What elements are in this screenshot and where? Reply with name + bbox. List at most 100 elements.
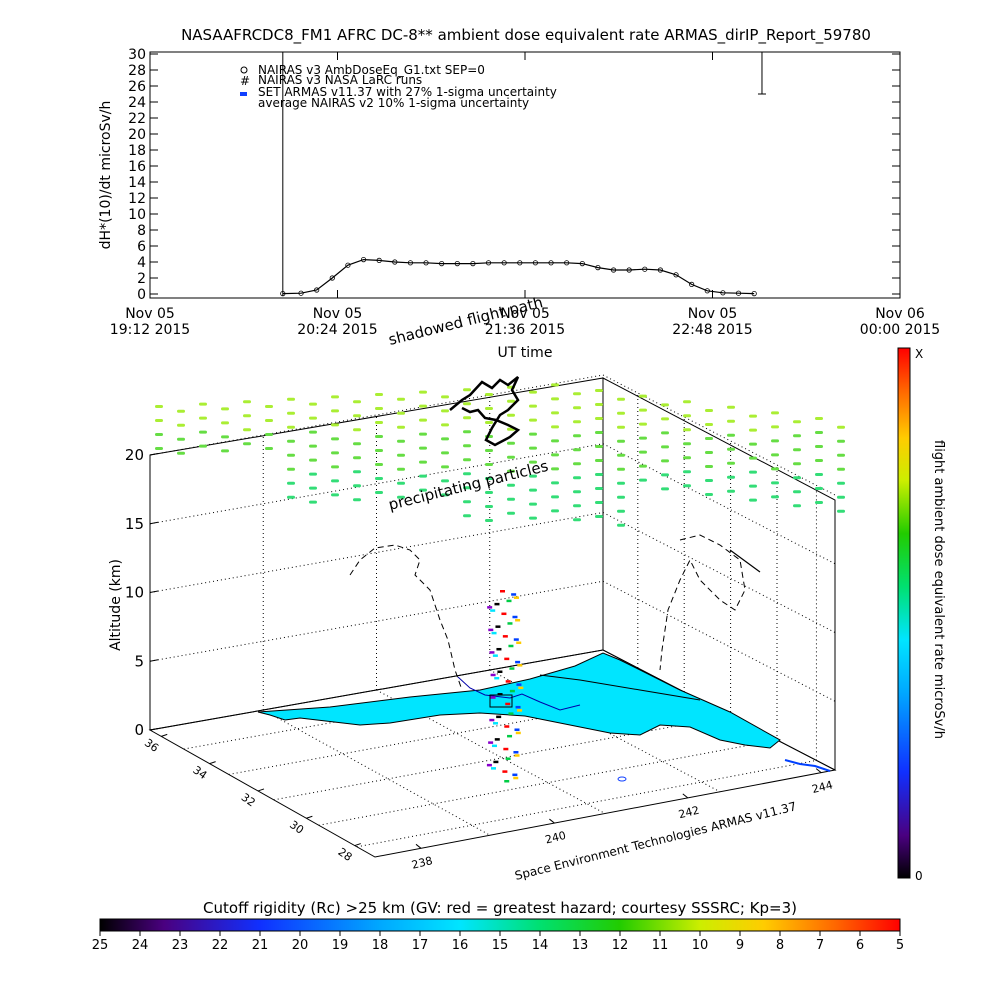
- series-point: [376, 257, 382, 263]
- particle-mark: [177, 423, 185, 427]
- descent-mark: [509, 689, 515, 693]
- series-line-nairas-v3: [282, 258, 755, 295]
- particle-mark: [793, 476, 801, 480]
- descent-mark: [514, 728, 520, 731]
- particle-mark: [221, 435, 229, 439]
- grid-line: [149, 512, 604, 593]
- particle-mark: [793, 490, 801, 494]
- grid-line: [273, 715, 731, 801]
- particle-mark: [573, 504, 581, 508]
- particle-mark: [199, 416, 207, 420]
- particle-mark: [705, 451, 713, 454]
- particle-mark: [485, 519, 493, 522]
- lon-tick: [415, 843, 422, 849]
- particle-mark: [287, 467, 295, 471]
- particle-mark: [573, 406, 581, 410]
- ts-y-tick-label: 16: [128, 159, 146, 175]
- particle-mark: [287, 397, 295, 401]
- particle-mark: [177, 451, 185, 455]
- flight-path-high: [449, 376, 521, 447]
- particle-mark: [463, 472, 471, 476]
- particle-mark: [507, 511, 515, 515]
- descent-mark: [504, 657, 510, 661]
- particle-mark: [419, 488, 427, 492]
- particle-mark: [837, 439, 845, 443]
- particle-mark: [661, 417, 669, 421]
- ts-y-tick-label: 10: [128, 207, 146, 223]
- ts-vertical-markers: [282, 52, 766, 296]
- descent-mark: [506, 599, 512, 603]
- particle-mark: [529, 446, 537, 450]
- ts-y-tick-label: 28: [128, 63, 146, 79]
- legend-entry-3: average NAIRAS v2 10% 1-sigma uncertaint…: [258, 96, 529, 110]
- particle-mark: [375, 477, 383, 480]
- particle-mark: [155, 433, 163, 436]
- legend-entry-1: # NAIRAS v3 NASA LaRC runs: [240, 73, 422, 88]
- descent-mark: [515, 731, 521, 735]
- descent-mark: [493, 722, 499, 725]
- z-tick: [149, 453, 159, 456]
- lon-tick: [549, 818, 555, 824]
- particle-mark: [375, 491, 383, 494]
- particle-mark: [705, 409, 713, 412]
- particle-mark: [815, 431, 823, 434]
- particle-mark: [837, 481, 845, 485]
- grid-line: [602, 512, 836, 633]
- particle-mark: [265, 433, 273, 436]
- particle-mark: [287, 481, 295, 485]
- surface-contour-line: [539, 674, 701, 701]
- particle-mark: [551, 425, 559, 429]
- descent-mark: [517, 664, 523, 667]
- cyan-surface-region: [257, 652, 781, 749]
- particle-mark: [463, 500, 471, 504]
- ts-x-tick-label-time: 22:48 2015: [672, 322, 752, 338]
- particle-mark: [265, 405, 273, 408]
- lat-tick: [161, 733, 168, 737]
- series-point: [407, 260, 414, 266]
- cutoff-colorbar-ticks: 25 24 23 22 21 20 19 18 17 16 15 14 13 12 11 10 9 8 7 6 5: [92, 931, 904, 953]
- precipitating-particles: [155, 383, 845, 527]
- particle-mark: [661, 445, 669, 449]
- particle-mark: [485, 393, 493, 396]
- ts-y-tick-label: 6: [137, 239, 146, 255]
- particle-mark: [199, 444, 207, 448]
- ts-y-tick-label: 30: [128, 47, 146, 63]
- lat-tick-label: 34: [190, 763, 209, 782]
- flight-shadow-segment: [729, 549, 761, 573]
- lat-tick-label: 28: [336, 845, 355, 864]
- particle-mark: [595, 389, 603, 392]
- lat-tick-label: 30: [287, 818, 306, 837]
- descent-mark: [508, 712, 514, 715]
- particle-mark: [353, 484, 361, 488]
- series-point: [720, 290, 726, 296]
- z-axis-label: Altitude (km): [108, 559, 124, 651]
- particle-mark: [375, 449, 383, 452]
- descent-mark: [497, 693, 503, 696]
- particle-mark: [573, 392, 581, 396]
- particle-mark: [683, 442, 691, 446]
- descent-mark: [517, 709, 523, 712]
- cutoff-tick-label: 19: [332, 938, 349, 953]
- cutoff-tick-label: 14: [532, 938, 549, 953]
- particle-mark: [331, 451, 339, 455]
- particle-mark: [441, 493, 449, 497]
- descent-mark: [511, 593, 517, 596]
- series-point: [345, 262, 351, 268]
- particle-mark: [815, 445, 823, 448]
- particle-mark: [529, 404, 537, 408]
- descent-mark: [513, 638, 519, 641]
- legend-label-1: NAIRAS v3 NASA LaRC runs: [258, 73, 422, 87]
- particle-mark: [221, 449, 229, 453]
- particle-mark: [287, 439, 295, 443]
- cutoff-tick-label: 12: [612, 938, 629, 953]
- particle-mark: [485, 477, 493, 480]
- descent-mark: [495, 625, 501, 628]
- series-point: [470, 260, 476, 267]
- particle-mark: [529, 502, 537, 506]
- particle-mark: [837, 467, 845, 471]
- particle-mark: [309, 486, 317, 490]
- particle-mark: [573, 434, 581, 438]
- particle-mark: [507, 455, 515, 459]
- particle-mark: [595, 417, 603, 420]
